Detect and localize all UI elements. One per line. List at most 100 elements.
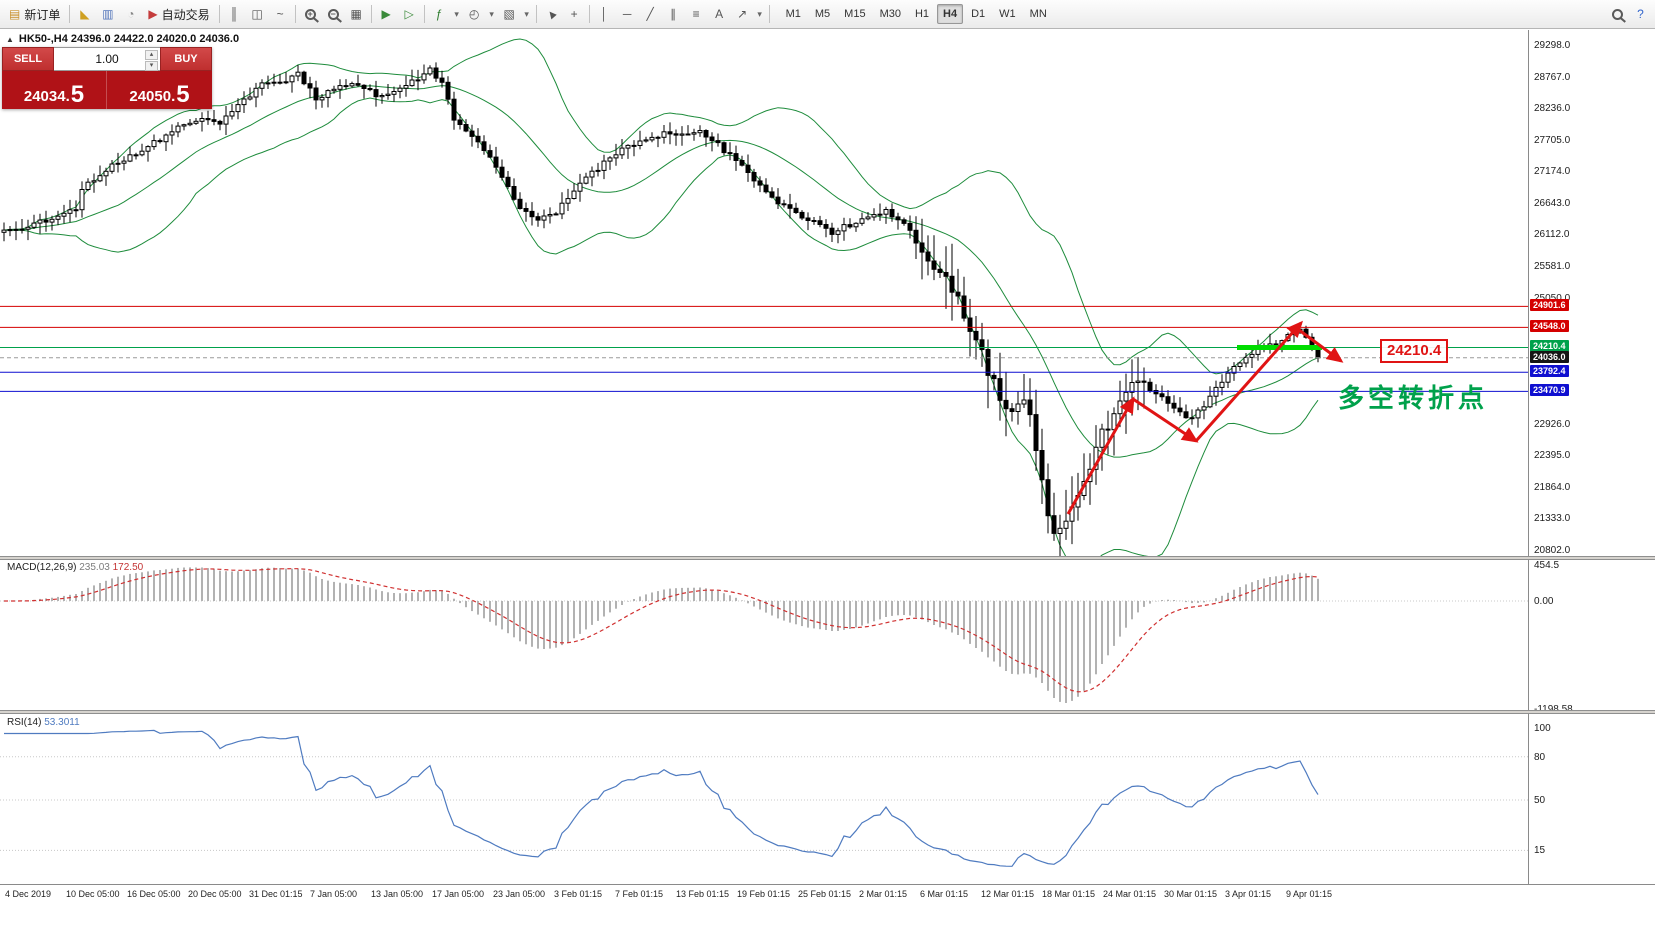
time-axis-label: 17 Jan 05:00 [432,889,485,899]
equidistant-channel-icon[interactable]: ∥ [670,7,677,21]
tile-windows-icon[interactable]: ▦ [350,7,362,21]
macd-histogram [9,567,1319,703]
templates-dropdown-icon[interactable]: ▾ [524,8,529,19]
price-tag: 24210.4 [1530,340,1569,352]
pane-separator[interactable] [0,710,1655,714]
new-order-icon: ▤ [9,7,21,21]
time-axis[interactable]: 4 Dec 2019 10 Dec 05:00 16 Dec 05:00 20 Dec… [0,884,1655,950]
timeframe-h1[interactable]: H1 [914,8,930,20]
macd-axis[interactable]: 454.5 0.00 -1198.58 [1528,560,1655,715]
time-axis-label: 7 Jan 05:00 [310,889,358,899]
vertical-line-icon[interactable]: │ [600,7,608,21]
rsi-value: 53.3011 [44,717,80,728]
price-level-callout-value: 24210.4 [1387,342,1442,359]
price-axis[interactable]: 29298.0 28767.0 28236.0 27705.0 27174.0 26643… [1528,30,1655,556]
candles-layer [1,62,1321,556]
sell-price-display[interactable]: 24034. 5 [2,71,107,109]
macd-name: MACD(12,26,9) [7,562,77,573]
rsi-line [4,729,1319,867]
annotations [1066,320,1344,515]
price-chart-plot[interactable] [0,30,1528,556]
text-label-icon[interactable]: A [715,7,724,21]
price-axis-label: 25581.0 [1534,261,1571,272]
price-axis-label: 26112.0 [1534,229,1570,240]
timeframe-d1[interactable]: D1 [971,8,986,20]
macd-signal-value: 172.50 [112,562,144,573]
toolbar-separator [588,5,590,23]
zoom-in-icon[interactable]: + [299,3,322,25]
candlestick-type-icon[interactable]: ◫ [251,7,263,21]
periods-icon[interactable]: ◴ [468,7,480,21]
auto-trading-button-label: 自动交易 [161,7,210,22]
macd-plot[interactable] [0,560,1528,710]
arrow-objects-icon[interactable]: ↗ [737,7,748,21]
timeframe-m1[interactable]: M1 [785,8,801,20]
indicators-dropdown-icon[interactable]: ▾ [454,8,459,19]
fibonacci-icon[interactable]: ≡ [692,7,700,21]
crosshair-icon[interactable]: + [570,7,578,21]
chart-symbol-title: ▲ HK50-,H4 24396.0 24422.0 24020.0 24036… [6,33,239,45]
objects-dropdown-icon[interactable]: ▾ [757,8,762,19]
auto-trading-button[interactable]: ▶ 自动交易 [142,3,215,25]
new-order-button[interactable]: ▤ 新订单 [3,3,66,25]
timeframe-mn[interactable]: MN [1029,8,1047,20]
search-glass [1612,8,1623,20]
timeframe-w1[interactable]: W1 [999,8,1016,20]
auto-scroll-icon[interactable]: ▶ [381,7,391,21]
pane-separator[interactable] [0,556,1655,560]
rsi-axis-label: 15 [1534,845,1546,856]
line-chart-type-icon[interactable]: ~ [276,7,284,21]
alerts-icon[interactable]: ◣ [80,7,90,21]
time-axis-label: 6 Mar 01:15 [920,889,969,899]
timeframe-group: M1 M5 M15 M30 H1 H4 D1 W1 MN [779,4,1054,24]
rsi-plot[interactable] [0,714,1528,884]
timeframe-m30[interactable]: M30 [879,8,901,20]
macd-axis-label: -1198.58 [1534,704,1573,715]
sell-button[interactable]: SELL [2,47,54,71]
lot-decrease-button[interactable]: ▾ [145,61,158,71]
bar-chart-type-icon[interactable]: ║ [229,7,239,21]
timeframe-m15[interactable]: M15 [844,8,866,20]
chart-shift-icon[interactable]: ▷ [404,7,414,21]
time-axis-label: 7 Feb 01:15 [615,889,664,899]
rsi-axis[interactable]: 100 80 50 15 [1528,714,1655,884]
rsi-axis-label: 50 [1534,795,1546,806]
time-axis-label: 3 Apr 01:15 [1225,889,1272,899]
lot-increase-button[interactable]: ▴ [145,50,158,60]
strategy-tester-icon[interactable]: ◔ [127,7,135,21]
timeframe-h4[interactable]: H4 [937,4,964,24]
one-click-collapse-icon[interactable]: ▲ [6,34,14,44]
lot-size-field[interactable]: 1.00 ▴ ▾ [54,47,160,71]
price-axis-label: 20802.0 [1534,545,1571,556]
market-watch-icon[interactable]: ▥ [102,7,114,21]
price-axis-label: 21864.0 [1534,482,1571,493]
time-axis-label: 9 Apr 01:15 [1286,889,1333,899]
toolbar-separator [768,5,770,23]
price-tag: 24036.0 [1530,351,1569,363]
help-icon[interactable]: ? [1637,7,1644,21]
trendline-icon[interactable]: ╱ [646,7,654,21]
indicators-icon[interactable]: ƒ [435,7,443,21]
buy-button[interactable]: BUY [160,47,212,71]
horizontal-line-icon[interactable]: ─ [622,7,632,21]
toolbar-separator [294,5,296,23]
rsi-axis-label: 80 [1534,752,1546,763]
macd-axis-label: 454.5 [1534,560,1560,571]
toolbar-separator [370,5,372,23]
macd-indicator-label: MACD(12,26,9) 235.03 172.50 [7,562,143,573]
buy-price-big-digit: 5 [176,80,190,108]
price-axis-label: 26643.0 [1534,198,1571,209]
price-axis-label: 22395.0 [1534,450,1571,461]
time-axis-label: 20 Dec 05:00 [188,889,242,899]
periods-dropdown-icon[interactable]: ▾ [489,8,494,19]
buy-price-display[interactable]: 24050. 5 [107,71,212,109]
macd-axis-label: 0.00 [1534,596,1554,607]
toolbar-separator [218,5,220,23]
price-axis-label: 28236.0 [1534,103,1571,114]
templates-icon[interactable]: ▧ [503,7,515,21]
lot-size-value: 1.00 [95,52,119,66]
zoom-out-icon[interactable]: − [322,3,345,25]
timeframe-m5[interactable]: M5 [814,8,831,20]
time-axis-label: 3 Feb 01:15 [554,889,603,899]
search-icon[interactable] [1606,3,1629,25]
